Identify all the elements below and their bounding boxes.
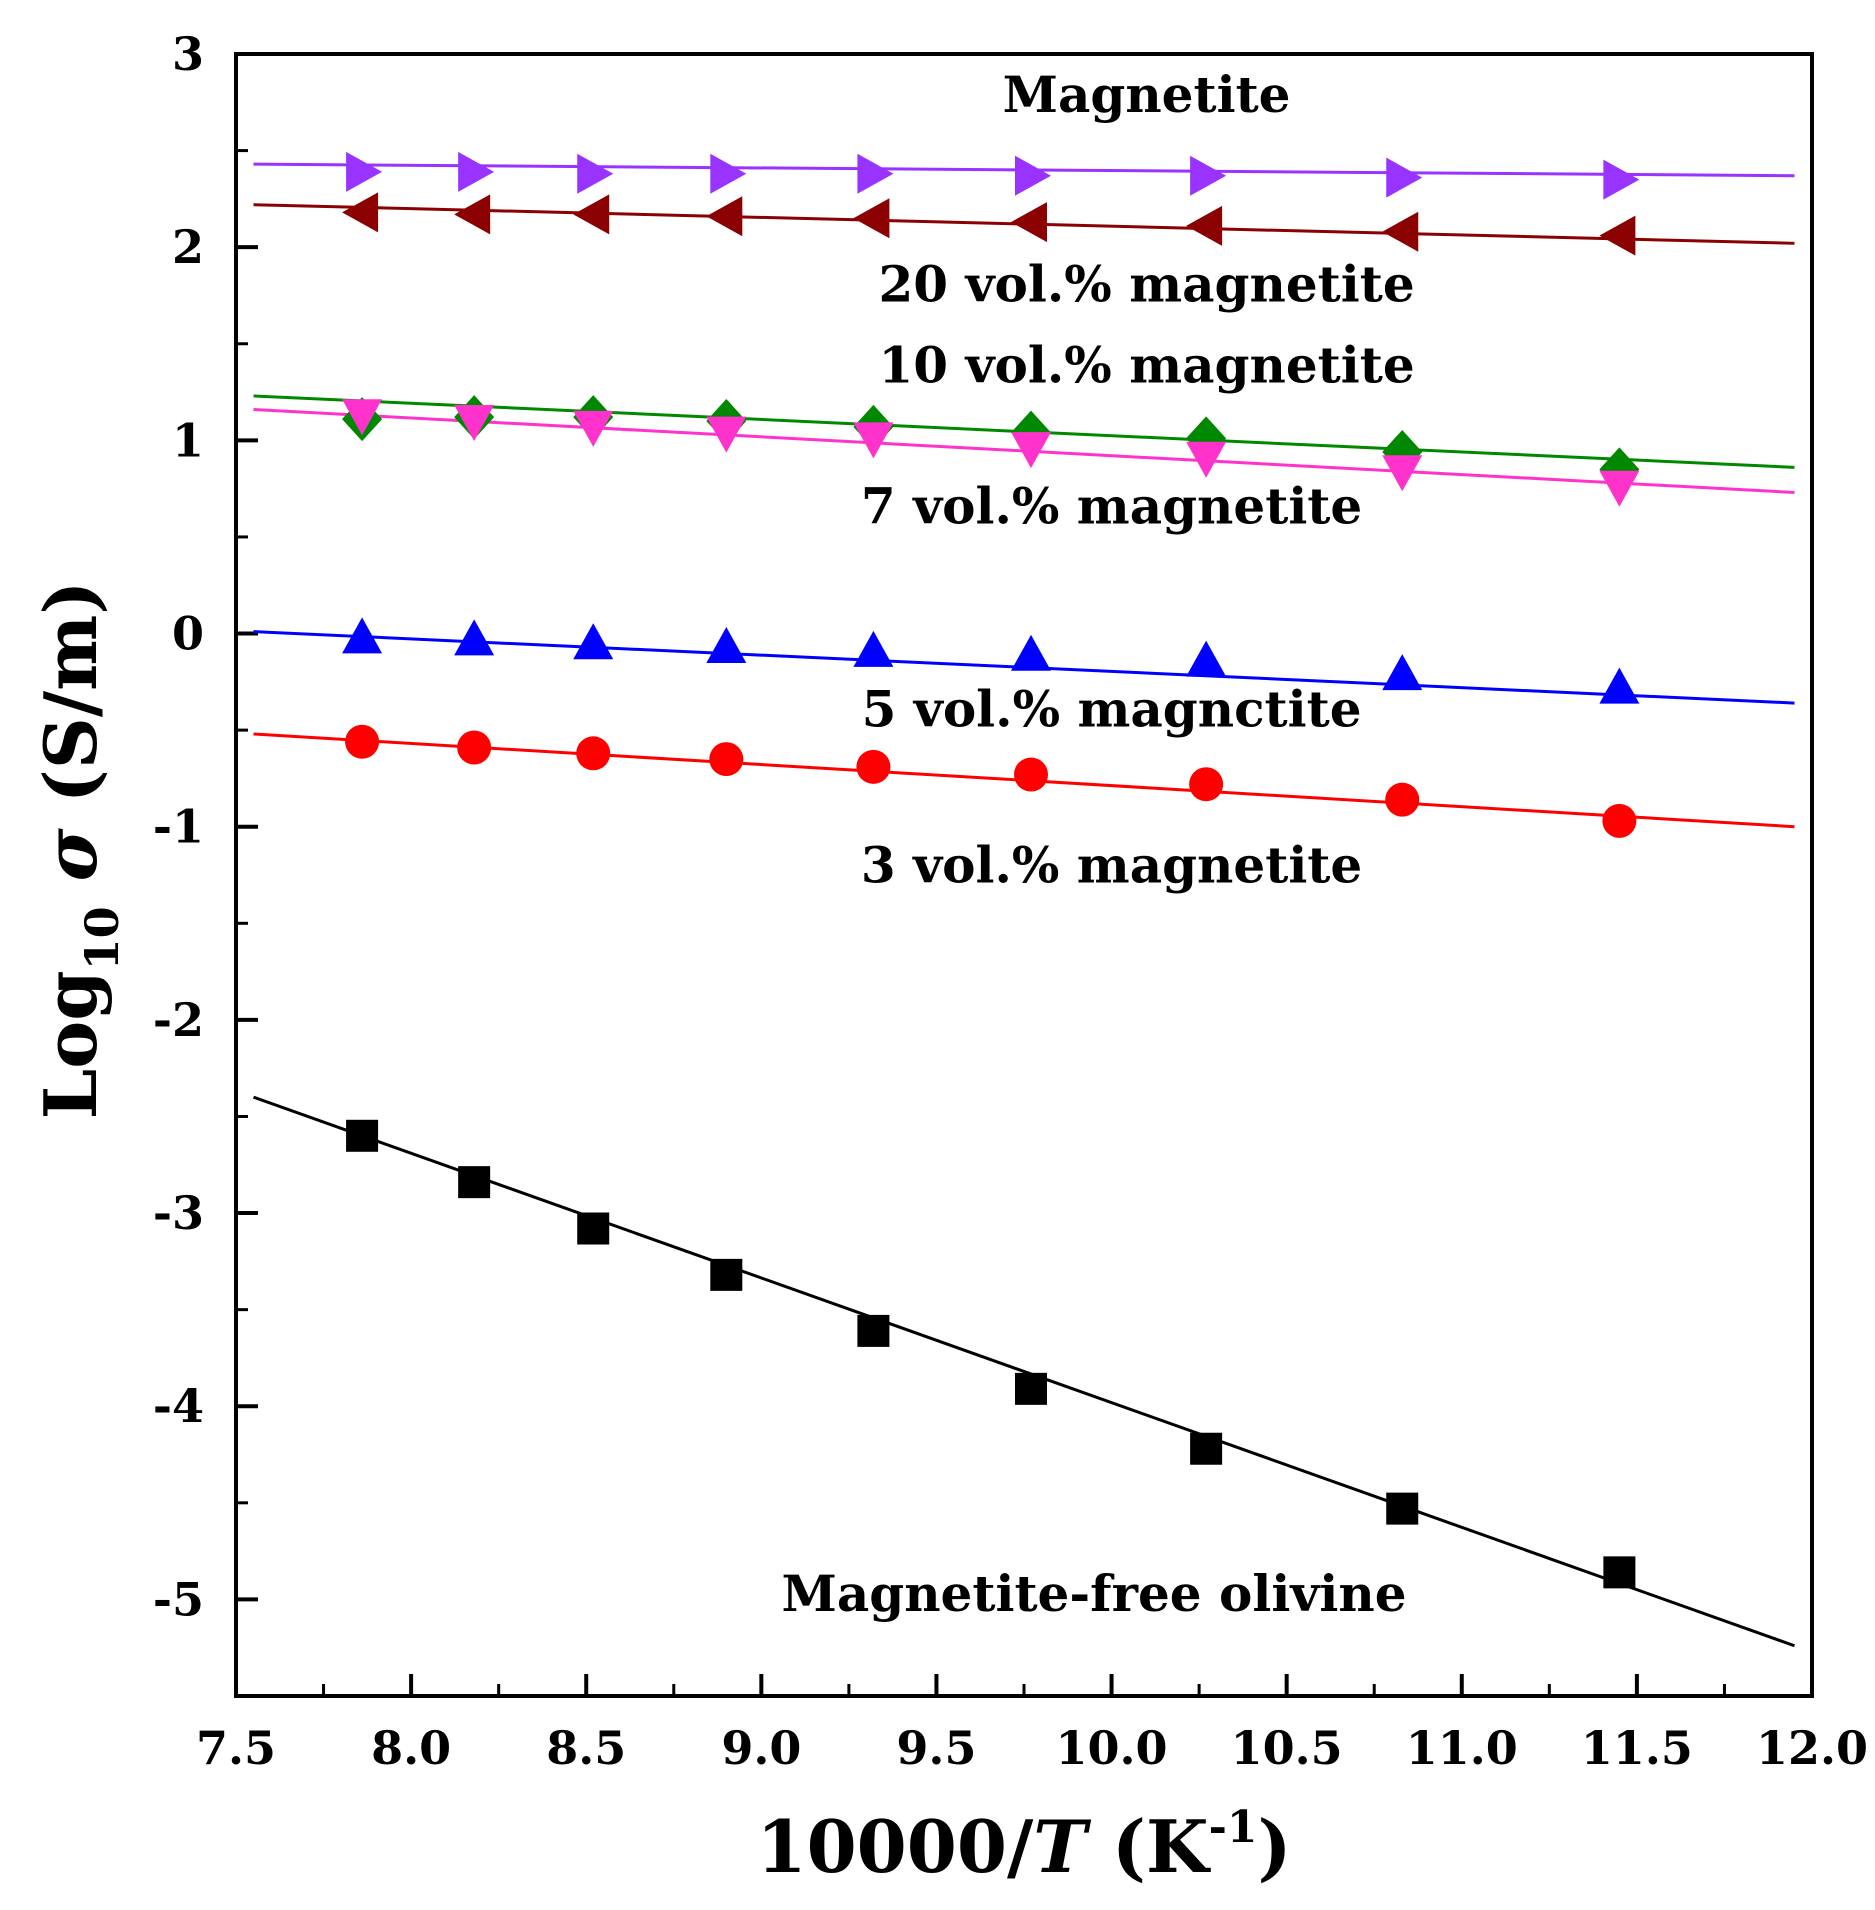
y-tick-label: 2 (172, 220, 204, 274)
x-axis-title-unit-open: (K (1087, 1804, 1211, 1889)
y-axis-title-unit: (S/m) (28, 581, 113, 829)
data-point (706, 196, 743, 237)
data-point (1011, 432, 1052, 469)
data-point (709, 742, 744, 777)
data-point (853, 198, 890, 239)
x-tick-label: 7.5 (196, 1721, 276, 1775)
y-axis-title-prefix: Log (28, 970, 113, 1119)
data-point (1599, 667, 1640, 704)
data-point (1386, 157, 1423, 198)
y-tick-label: -5 (153, 1572, 204, 1626)
data-point (856, 749, 891, 784)
data-point (1186, 205, 1223, 246)
y-tick-label: -2 (153, 993, 204, 1047)
data-point (1385, 782, 1420, 817)
series-label: Magnetite (1003, 65, 1291, 124)
data-point (458, 151, 495, 192)
data-point (577, 1212, 610, 1245)
data-point (577, 153, 614, 194)
data-point (1382, 455, 1423, 492)
data-point (857, 1314, 890, 1347)
x-tick-label: 9.0 (721, 1721, 801, 1775)
data-point (342, 399, 383, 436)
y-axis-title-sub: 10 (75, 906, 129, 970)
data-point (1382, 654, 1423, 691)
x-tick-label: 8.0 (371, 1721, 451, 1775)
series-label: 3 vol.% magnetite (861, 836, 1362, 895)
data-point (1599, 215, 1636, 256)
data-point (1186, 640, 1227, 677)
x-tick-label: 10.0 (1056, 1721, 1168, 1775)
series-label: Magnetite-free olivine (782, 1564, 1407, 1623)
data-point (1190, 155, 1227, 196)
data-point (1190, 1432, 1223, 1465)
y-tick-label: 1 (172, 413, 204, 467)
data-point (857, 153, 894, 194)
data-point (1189, 767, 1224, 802)
x-tick-label: 8.5 (546, 1721, 626, 1775)
x-tick-label: 11.5 (1581, 1721, 1693, 1775)
y-tick-label: -4 (153, 1379, 204, 1433)
data-point (458, 1166, 491, 1199)
fit-line (253, 1095, 1795, 1648)
data-markers (342, 151, 1640, 1589)
data-point (706, 416, 747, 453)
data-point (576, 736, 611, 771)
series-label: 5 vol.% magnctite (862, 679, 1362, 738)
y-tick-label: 0 (172, 607, 204, 661)
data-point (1014, 757, 1049, 792)
data-point (345, 724, 380, 759)
y-tick-label: 3 (172, 27, 204, 81)
data-point (853, 630, 894, 667)
data-point (1011, 202, 1048, 243)
data-point (346, 151, 383, 192)
data-point (346, 1119, 379, 1152)
series-label: 20 vol.% magnetite (879, 254, 1415, 313)
data-point (710, 153, 747, 194)
series-label: 7 vol.% magnetite (861, 476, 1362, 535)
data-point (1599, 470, 1640, 507)
data-point (573, 410, 614, 447)
data-point (573, 194, 610, 235)
data-point (1011, 634, 1052, 671)
y-tick-label: -3 (153, 1186, 204, 1240)
data-point (454, 194, 491, 235)
y-axis-title: Log10 σ (S/m) (28, 581, 129, 1120)
data-point (454, 619, 495, 656)
data-point (1382, 211, 1419, 252)
x-tick-label: 10.5 (1231, 1721, 1343, 1775)
x-tick-label: 9.5 (896, 1721, 976, 1775)
y-tick-label: -1 (153, 800, 204, 854)
x-axis-title-unit-close: ) (1257, 1804, 1291, 1889)
data-point (342, 192, 379, 233)
data-point (454, 405, 495, 442)
series-annotations: Magnetite 20 vol.% magnetite 10 vol.% magn… (782, 65, 1415, 1623)
data-point (1603, 159, 1640, 200)
data-point (1015, 1372, 1048, 1405)
axis-ticks (234, 52, 1814, 1696)
y-axis-title-var: σ (28, 827, 113, 906)
x-axis-title-prefix: 10000/ (756, 1804, 1033, 1889)
data-point (1015, 155, 1052, 196)
data-point (853, 422, 894, 459)
data-point (1186, 441, 1227, 478)
x-axis-title-unit-exp: -1 (1209, 1802, 1258, 1853)
data-point (342, 617, 383, 654)
x-tick-label: 11.0 (1406, 1721, 1518, 1775)
data-point (1602, 803, 1637, 838)
axis-tick-labels: 7.5 8.0 8.5 9.0 9.5 10.0 10.5 11.0 11.5 12.0 3 2 1 0 -… (153, 27, 1868, 1775)
data-point (710, 1258, 743, 1291)
data-point (1603, 1556, 1636, 1589)
x-tick-label: 12.0 (1756, 1721, 1868, 1775)
x-axis-title-var: T (1033, 1804, 1091, 1889)
data-point (1386, 1492, 1419, 1525)
data-point (457, 730, 492, 765)
data-point (573, 623, 614, 660)
data-point (706, 627, 747, 664)
x-axis-title: 10000/T (K-1) (756, 1802, 1291, 1889)
series-label: 10 vol.% magnetite (879, 335, 1415, 394)
